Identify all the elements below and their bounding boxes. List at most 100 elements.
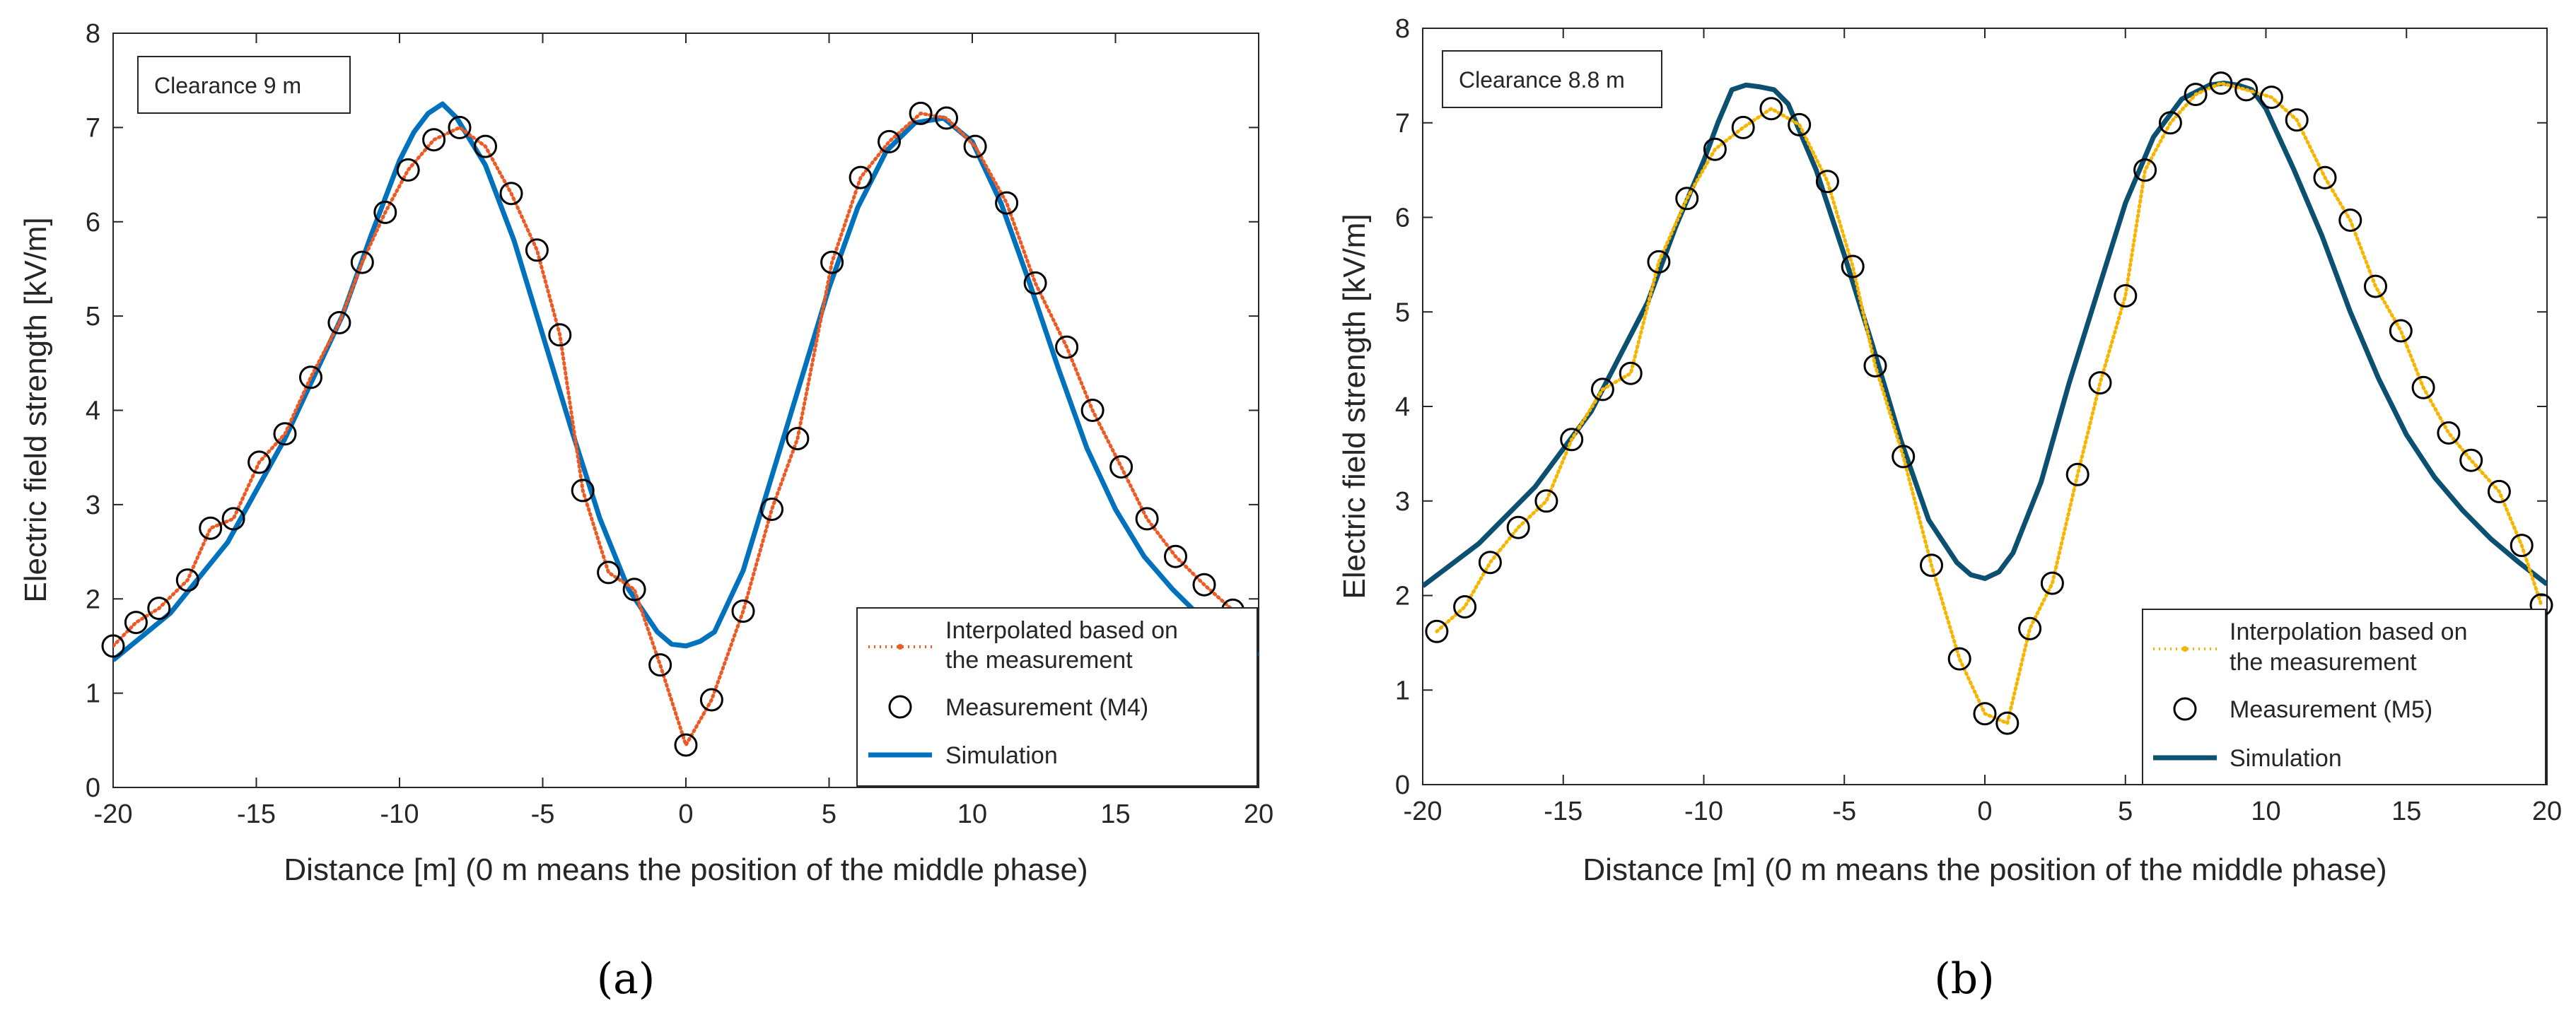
panel-a-measurement-point bbox=[474, 134, 497, 158]
panel-b-x-tick-label: -20 bbox=[1404, 797, 1443, 826]
panel-a-legend-sim-label: Simulation bbox=[945, 742, 1058, 769]
panel-b-measurement-point bbox=[2133, 158, 2157, 182]
panel-b-measurement-point bbox=[1560, 428, 1584, 452]
panel-b-x-tick-label: -5 bbox=[1832, 797, 1856, 826]
panel-a-measurement-point bbox=[327, 311, 351, 334]
panel-a-annotation-box bbox=[137, 56, 351, 114]
panel-b-annotation-box bbox=[1442, 50, 1662, 108]
panel-b-y-tick-label: 3 bbox=[1395, 487, 1410, 517]
panel-a-y-tick-label: 1 bbox=[86, 679, 100, 709]
panel-a-y-tick-label: 6 bbox=[86, 208, 100, 238]
panel-b-measurement-point bbox=[1759, 97, 1783, 121]
panel-a-measurement-point bbox=[849, 165, 873, 189]
panel-a-measurement-point bbox=[995, 191, 1019, 215]
panel-a-legend-interp-marker bbox=[897, 644, 903, 650]
panel-a-measurement-point bbox=[448, 115, 472, 139]
panel-b-x-tick-label: -10 bbox=[1684, 797, 1723, 826]
panel-b-measurement-point bbox=[1619, 361, 1643, 385]
panel-a-measurement-point bbox=[622, 578, 646, 602]
panel-b-y-tick-label: 6 bbox=[1395, 204, 1410, 233]
panel-b-annotation-text: Clearance 8.8 m bbox=[1459, 67, 1625, 93]
panel-a-x-tick-label: -20 bbox=[94, 799, 133, 829]
panel-a-x-tick-label: 10 bbox=[957, 799, 987, 829]
panel-a-measurement-point bbox=[350, 250, 374, 274]
panel-b-y-axis-label: Electric field strength [kV/m] bbox=[1337, 213, 1372, 599]
panel-b-x-tick-label: 5 bbox=[2118, 797, 2133, 826]
panel-b-y-tick-label: 4 bbox=[1395, 392, 1410, 422]
panel-a-legend-interp-line2: the measurement bbox=[945, 647, 1133, 674]
panel-a-measurement-point bbox=[597, 561, 621, 585]
panel-a-x-tick-label: 5 bbox=[822, 799, 837, 829]
panel-a-measurement-point bbox=[963, 134, 987, 158]
panel-b-measurement-point bbox=[2209, 71, 2233, 95]
panel-b-label: (b) bbox=[1934, 954, 1994, 1004]
panel-b-measurement-point bbox=[1973, 702, 1997, 726]
panel-b-y-tick-label: 5 bbox=[1395, 298, 1410, 327]
panel-b-measurement-point bbox=[2259, 86, 2283, 110]
panel-a-measurement-point bbox=[699, 688, 723, 712]
panel-b-measurement-point bbox=[2437, 421, 2461, 445]
panel-b-measurement-point bbox=[1703, 137, 1727, 161]
panel-b-measurement-point bbox=[2040, 571, 2064, 595]
panel-b-measurement-point bbox=[2018, 616, 2042, 640]
panel-b-x-tick-label: 10 bbox=[2251, 797, 2280, 826]
panel-a-measurement-point bbox=[648, 653, 672, 677]
panel-b-measurement-point bbox=[2184, 83, 2208, 107]
panel-a-x-tick-label: 0 bbox=[678, 799, 693, 829]
panel-a-measurement-point bbox=[571, 479, 595, 503]
panel-b-measurement-point bbox=[1947, 647, 1971, 671]
panel-b-legend: Interpolation based on the measurement M… bbox=[2142, 609, 2546, 785]
panel-b-measurement-point bbox=[1731, 115, 1755, 139]
panel-a-ticks: -20 -15 -10 -5 0 5 10 15 20 0 1 2 3 4 5 6 7 8 bbox=[86, 19, 1274, 829]
panel-b-measurement-point bbox=[2487, 479, 2511, 503]
panel-b-measurement-point bbox=[1478, 551, 1502, 575]
panel-b-measurement-point bbox=[1892, 445, 1916, 469]
panel-a-measurement-point bbox=[221, 507, 245, 531]
panel-a-chart: -20 -15 -10 -5 0 5 10 15 20 0 1 2 3 4 5 6 7 8 Electric fi… bbox=[18, 19, 1274, 1004]
panel-a-measurement-point bbox=[760, 498, 783, 521]
panel-a-measurement-point bbox=[674, 733, 698, 757]
panel-b-legend-interp-line1: Interpolation based on bbox=[2230, 619, 2467, 645]
panel-b-x-tick-label: 0 bbox=[1977, 797, 1992, 826]
panel-a-x-tick-label: -10 bbox=[380, 799, 419, 829]
panel-b-x-tick-label: -15 bbox=[1544, 797, 1583, 826]
panel-b-y-tick-label: 2 bbox=[1395, 582, 1410, 611]
panel-a-measurement-point bbox=[373, 200, 397, 224]
panel-a-x-tick-label: 15 bbox=[1100, 799, 1130, 829]
panel-a-measurement-point bbox=[499, 182, 523, 206]
panel-a-interpolated-line bbox=[113, 111, 1235, 750]
panel-b-y-tick-label: 7 bbox=[1395, 109, 1410, 139]
panel-a-y-tick-label: 0 bbox=[86, 773, 100, 803]
panel-b-legend-interp-line2: the measurement bbox=[2230, 649, 2417, 676]
panel-a-measurement-point bbox=[1080, 399, 1105, 422]
panel-a-measurement-point bbox=[1135, 507, 1159, 531]
panel-a-legend-measure-marker bbox=[888, 695, 912, 719]
panel-b-measurement-point bbox=[1920, 553, 1943, 578]
panel-b-x-tick-label: 20 bbox=[2532, 797, 2562, 826]
panel-a-legend-measure-label: Measurement (M4) bbox=[945, 694, 1148, 721]
panel-a-simulation-line bbox=[113, 101, 1259, 662]
panel-b-measurement-point bbox=[1788, 112, 1812, 136]
panel-a-annotation-text: Clearance 9 m bbox=[154, 73, 301, 98]
panel-b-series bbox=[1423, 71, 2553, 735]
panel-b-legend-measure-label: Measurement (M5) bbox=[2230, 696, 2432, 723]
panel-a-measurement-point bbox=[175, 568, 199, 592]
panel-b-legend-sim-label: Simulation bbox=[2230, 745, 2342, 772]
panel-b-measurement-point bbox=[1841, 254, 1865, 279]
panel-b-x-axis-label: Distance [m] (0 m means the position of … bbox=[1583, 852, 2386, 887]
panel-a-measurement-point bbox=[199, 516, 223, 540]
panel-a-x-tick-label: -15 bbox=[237, 799, 276, 829]
panel-a-y-axis-label: Electric field strength [kV/m] bbox=[18, 217, 53, 602]
panel-b-measurement-point bbox=[2285, 108, 2309, 132]
panel-b-measurement-point bbox=[1815, 170, 1839, 194]
panel-a-measurement-point bbox=[525, 238, 549, 262]
panel-b-measurement-point bbox=[2114, 284, 2138, 307]
panel-b-simulation-line bbox=[1423, 81, 2547, 588]
panel-a-measurement-point bbox=[422, 128, 446, 152]
panel-b-measurement-point bbox=[1647, 250, 1671, 274]
panel-a-y-tick-label: 3 bbox=[86, 491, 100, 520]
panel-b-measurement-point bbox=[2364, 274, 2387, 298]
panel-a-x-tick-label: 20 bbox=[1244, 799, 1274, 829]
panel-a-measurement-point bbox=[1055, 335, 1079, 359]
